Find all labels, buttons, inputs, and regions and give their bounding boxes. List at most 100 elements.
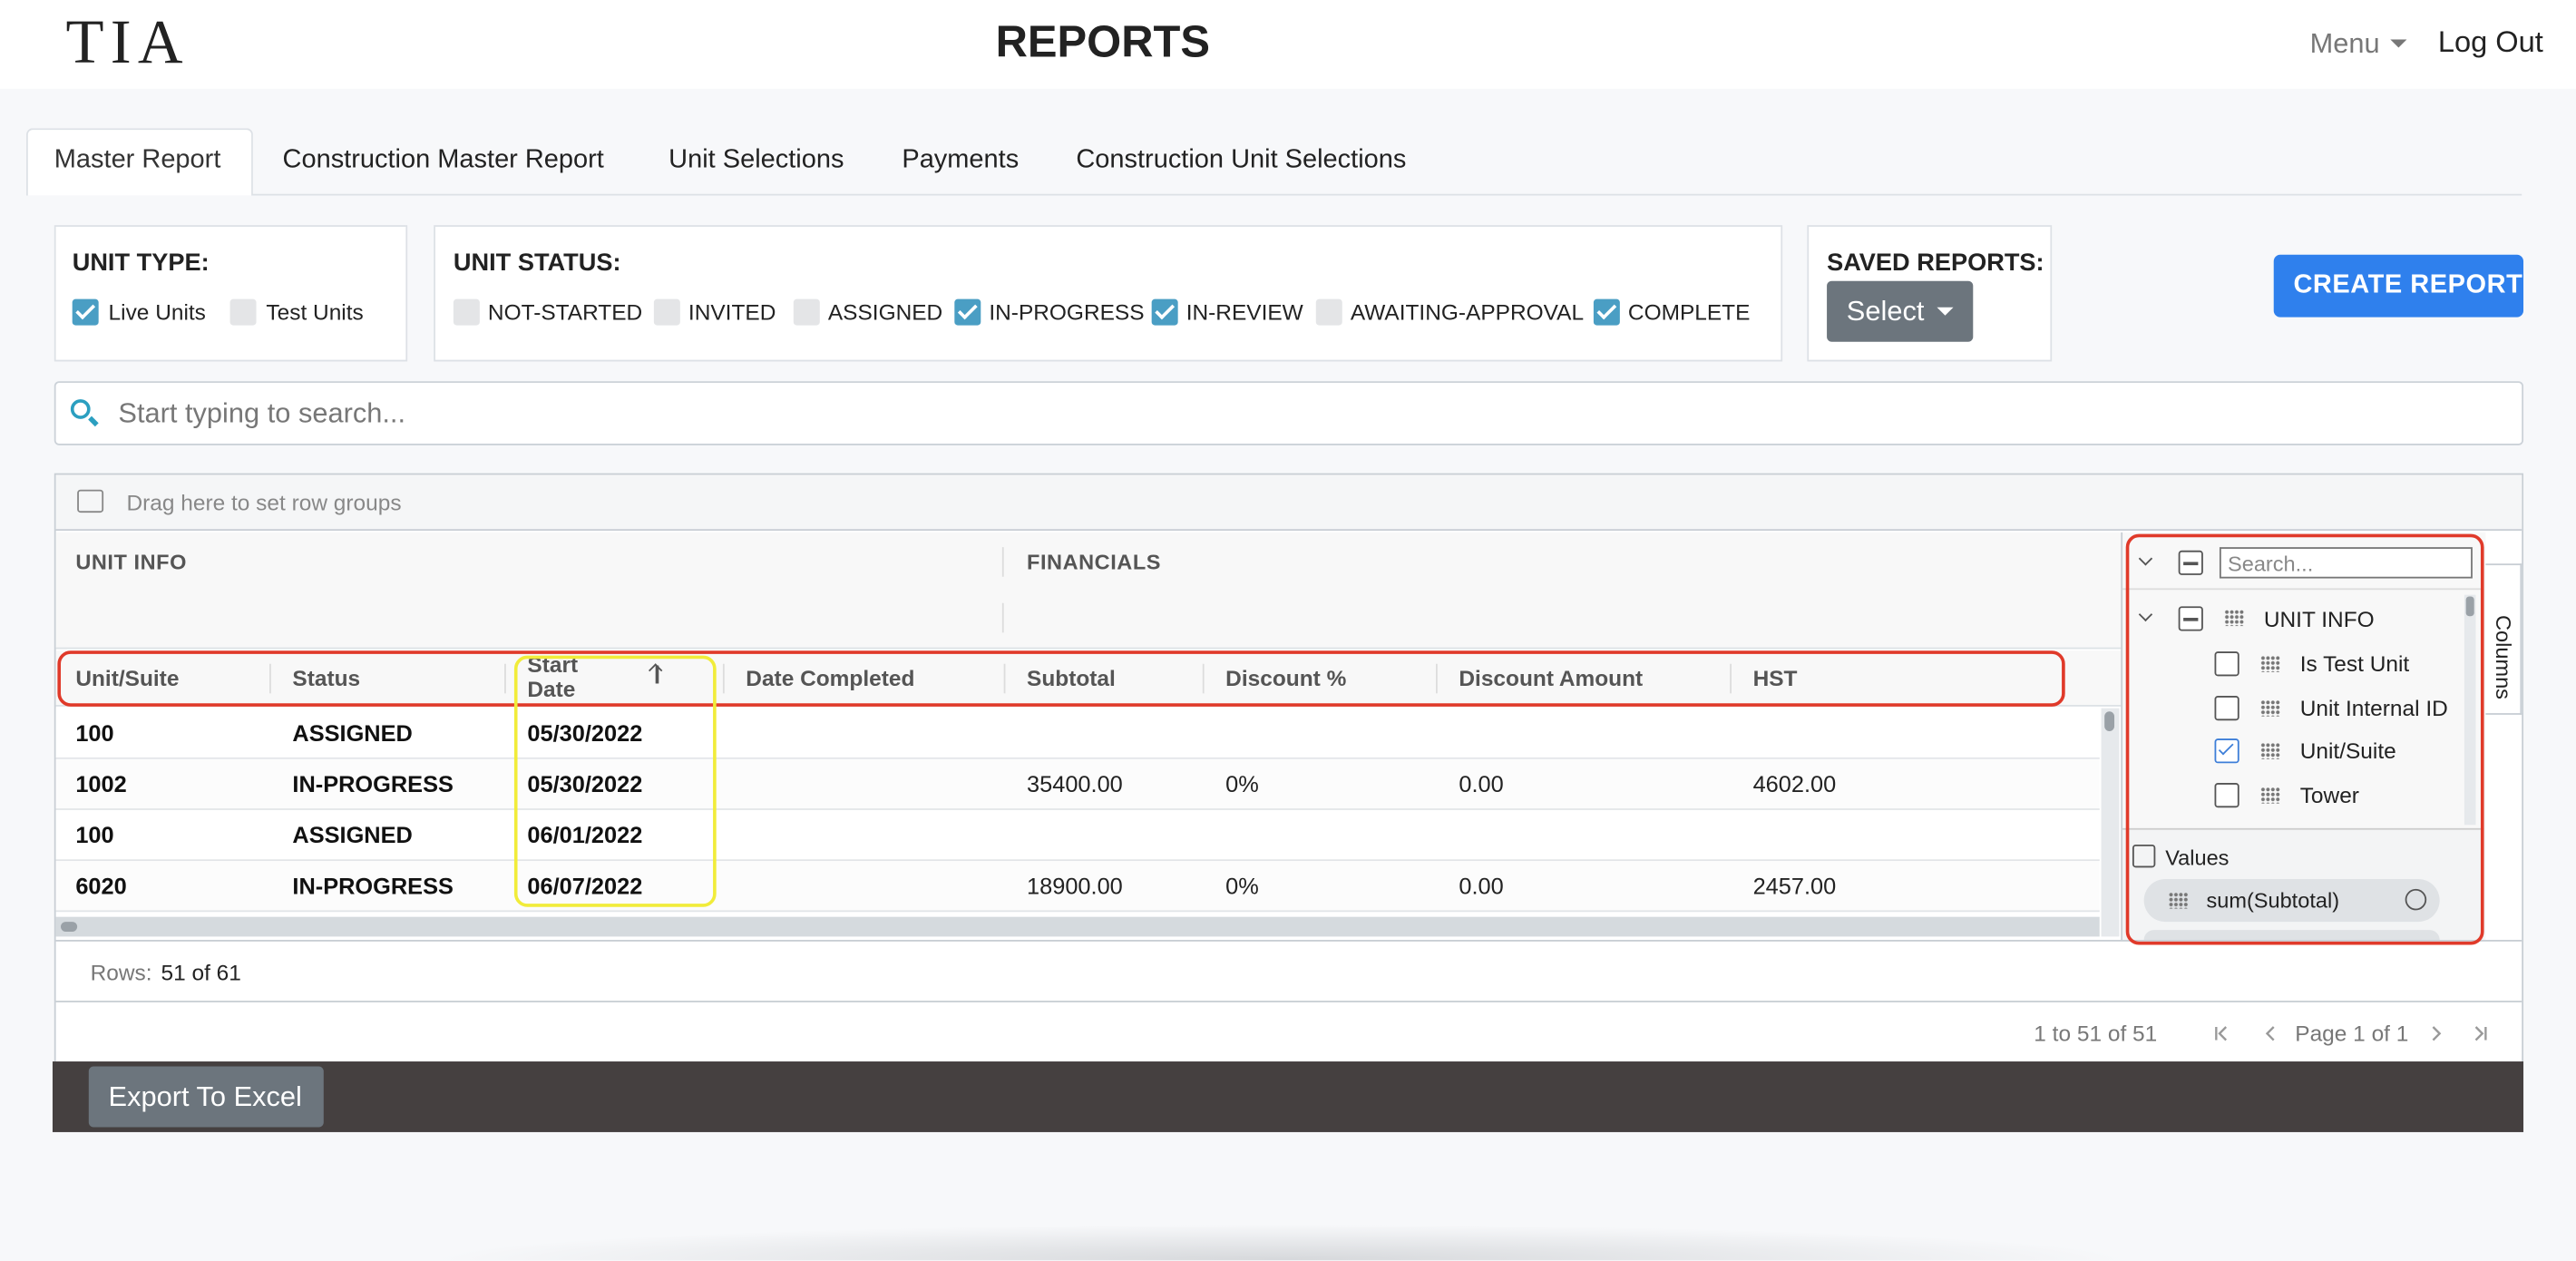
column-checkbox[interactable]: [2214, 651, 2239, 677]
export-bar: [52, 1061, 2524, 1132]
remove-icon[interactable]: [2405, 888, 2427, 911]
rows-label: Rows:: [90, 960, 152, 985]
tab[interactable]: Unit Selections: [668, 146, 844, 174]
column-divider: [1436, 663, 1438, 694]
checkbox[interactable]: [954, 298, 981, 326]
group-divider: [1001, 547, 1004, 577]
search-placeholder: Start typing to search...: [118, 397, 406, 429]
h-scrollbar: [55, 916, 2100, 937]
drag-handle: [2168, 892, 2189, 909]
pagination-button[interactable]: [2469, 1022, 2489, 1045]
grid-cell: ASSIGNED: [292, 821, 413, 848]
grid-cell: 0%: [1225, 872, 1259, 899]
search-icon: [70, 399, 91, 419]
column-checkbox[interactable]: [2214, 738, 2239, 764]
checkbox[interactable]: [72, 298, 99, 326]
panel-group: UNIT INFO: [2263, 607, 2375, 632]
tab[interactable]: Payments: [902, 146, 1020, 174]
grid-cell: 0%: [1225, 770, 1259, 797]
panel-scroll-thumb: [2465, 596, 2474, 617]
checkbox[interactable]: [453, 298, 480, 326]
filter-label: UNIT TYPE:: [72, 249, 210, 278]
column-header[interactable]: HST: [1752, 666, 1798, 691]
column-option: Unit Internal ID: [2299, 695, 2448, 720]
checkbox[interactable]: [653, 298, 680, 326]
column-header[interactable]: Discount Amount: [1459, 666, 1644, 691]
menu-caret: [2390, 39, 2407, 55]
pagination-icon: [2474, 1026, 2487, 1041]
header-bar: [0, 0, 2576, 89]
group-header: [55, 532, 2122, 650]
unit-status-panel: [434, 225, 1783, 362]
pagination-icon: [2432, 1026, 2442, 1041]
grid-cell: 100: [75, 719, 114, 747]
column-divider: [722, 663, 725, 694]
export-button[interactable]: [88, 1066, 324, 1128]
column-divider: [1730, 663, 1732, 694]
group-check-dash: [2183, 618, 2199, 621]
grid-cell: ASSIGNED: [292, 719, 413, 747]
pagination-button[interactable]: [2213, 1022, 2233, 1045]
checkbox-label: Test Units: [266, 299, 364, 325]
grid-row: [55, 758, 2100, 810]
pagination-button[interactable]: [2260, 1022, 2280, 1045]
column-checkbox[interactable]: [2214, 695, 2239, 720]
column-checkbox[interactable]: [2214, 782, 2239, 807]
search-box[interactable]: [54, 381, 2524, 445]
checkbox-label: INVITED: [688, 299, 776, 325]
grid-cell: IN-PROGRESS: [292, 770, 454, 797]
value-pill[interactable]: [2143, 879, 2440, 923]
checkbox-label: NOT-STARTED: [487, 299, 643, 325]
columns-tab-label: Columns: [2491, 615, 2516, 699]
logout-link[interactable]: Log Out: [2437, 25, 2543, 59]
select-all-dash: [2183, 562, 2199, 565]
filter-label: SAVED REPORTS:: [1827, 249, 2044, 278]
menu-toggle[interactable]: Menu: [2309, 27, 2380, 60]
grid-cell: 1002: [75, 770, 127, 797]
tab[interactable]: Construction Master Report: [282, 146, 604, 174]
panel-search[interactable]: [2219, 547, 2473, 579]
pagination-button[interactable]: [2426, 1022, 2446, 1045]
drag-handle: [2260, 699, 2280, 716]
drag-handle: [2260, 655, 2280, 672]
tab[interactable]: Master Report: [54, 146, 221, 174]
column-header[interactable]: Date Completed: [746, 666, 915, 691]
column-divider: [1202, 663, 1205, 694]
column-option: Is Test Unit: [2299, 651, 2410, 677]
column-header[interactable]: Discount %: [1225, 666, 1347, 691]
v-scrollbar: [2101, 708, 2120, 937]
page-title: REPORTS: [995, 17, 1211, 67]
checkbox[interactable]: [1593, 298, 1620, 326]
column-header[interactable]: Subtotal: [1027, 666, 1116, 691]
select-label: Select: [1846, 296, 1925, 327]
tab[interactable]: Construction Unit Selections: [1076, 146, 1407, 174]
grid-cell: 100: [75, 821, 114, 848]
grid-cell: 06/01/2022: [527, 821, 643, 848]
sort-arrow: [655, 665, 659, 684]
grid-row: [55, 809, 2100, 862]
checkbox-label: AWAITING-APPROVAL: [1350, 299, 1585, 325]
column-header[interactable]: Status: [292, 666, 361, 691]
checkbox[interactable]: [793, 298, 820, 326]
checkbox[interactable]: [229, 298, 257, 326]
column-header[interactable]: Unit/Suite: [75, 666, 180, 691]
grid-cell: 6020: [75, 872, 127, 899]
column-option: Unit/Suite: [2299, 738, 2396, 764]
tab-line: [25, 193, 2522, 196]
columns-tab[interactable]: [2485, 563, 2522, 715]
create-report-button[interactable]: [2273, 254, 2524, 318]
drag-handle: [2260, 742, 2280, 759]
column-divider: [269, 663, 271, 694]
checkbox[interactable]: [1315, 298, 1342, 326]
grid-cell: IN-PROGRESS: [292, 872, 454, 899]
filter-label: UNIT STATUS:: [453, 249, 621, 278]
grid-cell: 05/30/2022: [527, 770, 643, 797]
pagination-page: Page 1 of 1: [2295, 1021, 2409, 1046]
pagination-icon: [2265, 1026, 2275, 1041]
column-divider: [1003, 663, 1006, 694]
shadow: [426, 1224, 2136, 1261]
grid-cell: 35400.00: [1027, 770, 1123, 797]
v-scroll-thumb: [2104, 711, 2115, 731]
checkbox[interactable]: [1151, 298, 1178, 326]
